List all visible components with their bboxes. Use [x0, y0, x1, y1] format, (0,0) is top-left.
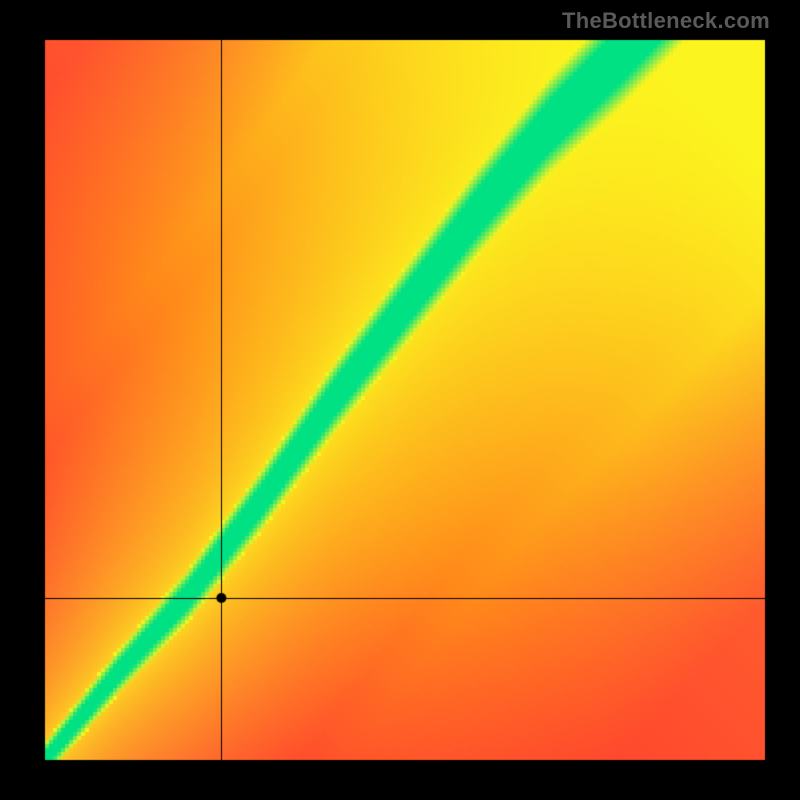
bottleneck-heatmap [0, 0, 800, 800]
watermark-text: TheBottleneck.com [562, 8, 770, 34]
